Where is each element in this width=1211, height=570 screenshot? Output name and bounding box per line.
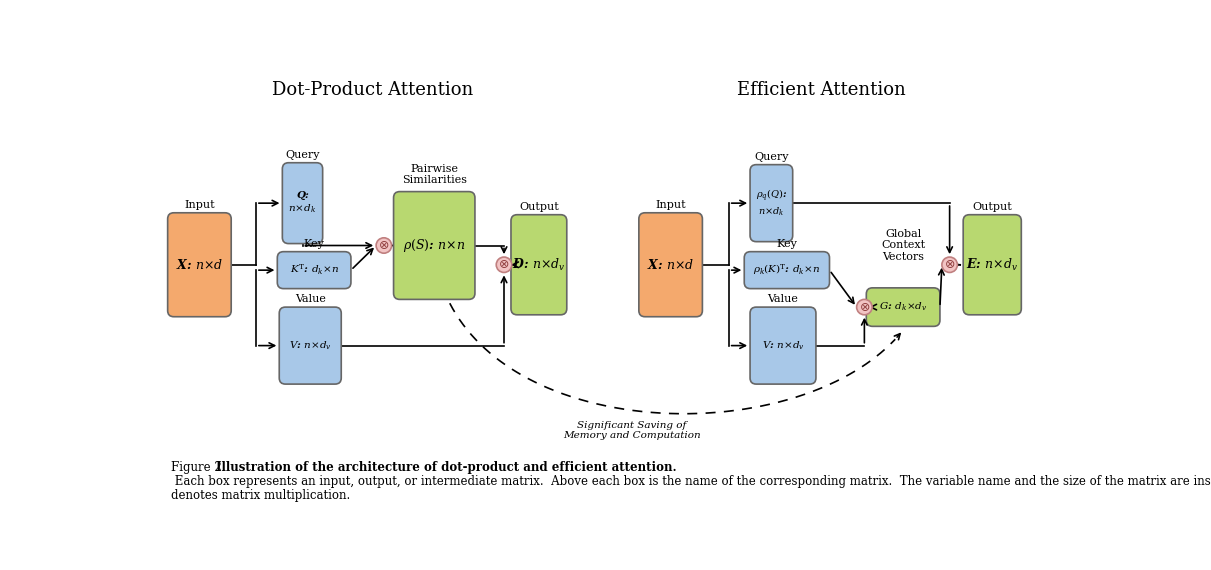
Text: Value: Value bbox=[768, 294, 798, 304]
Text: Key: Key bbox=[304, 239, 325, 249]
Text: $\otimes$: $\otimes$ bbox=[378, 239, 390, 252]
Text: $\bfit{X}$: $n$$\times$$d$: $\bfit{X}$: $n$$\times$$d$ bbox=[647, 258, 694, 272]
Text: Efficient Attention: Efficient Attention bbox=[737, 81, 906, 99]
Text: denotes matrix multiplication.: denotes matrix multiplication. bbox=[171, 489, 350, 502]
Text: Q:
$n$$\times$$d_k$: Q: $n$$\times$$d_k$ bbox=[288, 192, 316, 215]
Text: $V$: $n$$\times$$d_v$: $V$: $n$$\times$$d_v$ bbox=[288, 339, 332, 352]
FancyBboxPatch shape bbox=[639, 213, 702, 317]
Text: Value: Value bbox=[294, 294, 326, 304]
Circle shape bbox=[377, 238, 391, 253]
FancyBboxPatch shape bbox=[282, 162, 322, 243]
Text: $\otimes$: $\otimes$ bbox=[859, 300, 869, 314]
Text: $\otimes$: $\otimes$ bbox=[499, 258, 510, 271]
Text: Query: Query bbox=[754, 152, 788, 162]
Text: $\rho_q(Q)$:
$n$$\times$$d_k$: $\rho_q(Q)$: $n$$\times$$d_k$ bbox=[756, 188, 787, 218]
FancyBboxPatch shape bbox=[394, 192, 475, 299]
Text: $K^\mathrm{T}$: $d_k$$\times$$n$: $K^\mathrm{T}$: $d_k$$\times$$n$ bbox=[289, 263, 339, 277]
Text: Query: Query bbox=[286, 150, 320, 160]
Text: $\rho_k(K)^\mathrm{T}$: $d_k$$\times$$n$: $\rho_k(K)^\mathrm{T}$: $d_k$$\times$$n$ bbox=[753, 263, 821, 278]
Text: $G$: $d_k$$\times$$d_v$: $G$: $d_k$$\times$$d_v$ bbox=[879, 301, 928, 314]
Text: Global
Context
Vectors: Global Context Vectors bbox=[882, 229, 925, 262]
Text: Illustration of the architecture of dot-product and efficient attention.: Illustration of the architecture of dot-… bbox=[216, 461, 676, 474]
Text: $\rho(S)$: $n$$\times$$n$: $\rho(S)$: $n$$\times$$n$ bbox=[403, 237, 465, 254]
Circle shape bbox=[497, 257, 512, 272]
FancyBboxPatch shape bbox=[745, 252, 830, 288]
Text: $\bfit{X}$: $n$$\times$$d$: $\bfit{X}$: $n$$\times$$d$ bbox=[176, 258, 223, 272]
Text: $\otimes$: $\otimes$ bbox=[945, 258, 955, 271]
Text: $V$: $n$$\times$$d_v$: $V$: $n$$\times$$d_v$ bbox=[762, 339, 804, 352]
FancyBboxPatch shape bbox=[866, 288, 940, 327]
Text: Input: Input bbox=[184, 200, 214, 210]
FancyBboxPatch shape bbox=[280, 307, 342, 384]
Circle shape bbox=[942, 257, 958, 272]
Circle shape bbox=[856, 299, 872, 315]
FancyBboxPatch shape bbox=[963, 215, 1021, 315]
Text: Pairwise
Similarities: Pairwise Similarities bbox=[402, 164, 466, 185]
Text: Each box represents an input, output, or intermediate matrix.  Above each box is: Each box represents an input, output, or… bbox=[171, 475, 1211, 488]
Text: $\bfit{E}$: $n$$\times$$d_v$: $\bfit{E}$: $n$$\times$$d_v$ bbox=[966, 256, 1018, 273]
FancyBboxPatch shape bbox=[277, 252, 351, 288]
Text: Output: Output bbox=[972, 202, 1012, 212]
Text: Input: Input bbox=[655, 200, 685, 210]
FancyBboxPatch shape bbox=[167, 213, 231, 317]
FancyBboxPatch shape bbox=[511, 215, 567, 315]
Text: Key: Key bbox=[776, 239, 797, 249]
FancyBboxPatch shape bbox=[750, 165, 793, 242]
Text: Output: Output bbox=[520, 202, 558, 212]
Text: Dot-Product Attention: Dot-Product Attention bbox=[271, 81, 472, 99]
Text: $\bfit{D}$: $n$$\times$$d_v$: $\bfit{D}$: $n$$\times$$d_v$ bbox=[512, 256, 566, 273]
Text: Significant Saving of
Memory and Computation: Significant Saving of Memory and Computa… bbox=[563, 421, 701, 440]
FancyBboxPatch shape bbox=[750, 307, 816, 384]
Text: Figure 2.: Figure 2. bbox=[171, 461, 225, 474]
